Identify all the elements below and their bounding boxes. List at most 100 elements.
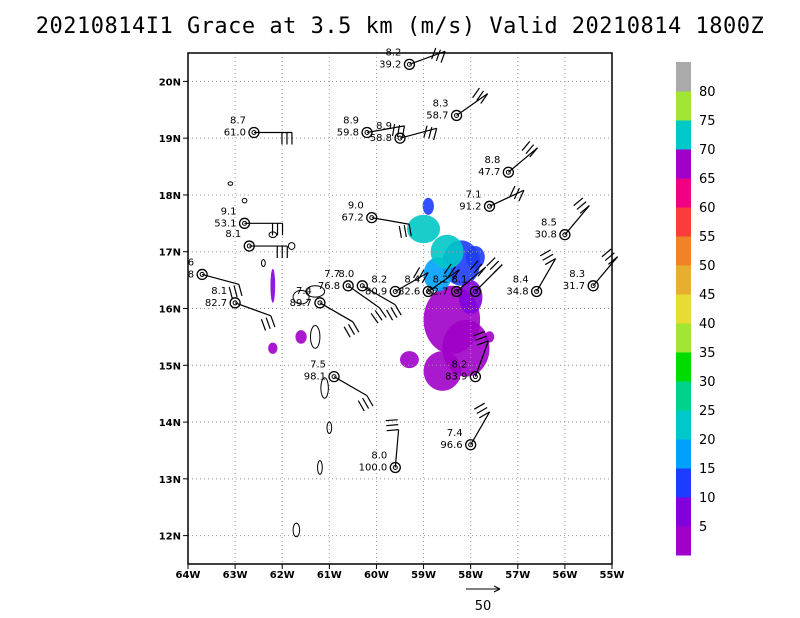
wind-barb-feather (423, 125, 428, 138)
colorbar-swatch (676, 265, 691, 295)
wind-barb-feather (579, 205, 590, 214)
station-label-top: 8.3 (433, 98, 449, 109)
chart-title: 20210814I1 Grace at 3.5 km (m/s) Valid 2… (35, 14, 765, 39)
wind-blob (295, 330, 307, 344)
station-label-top: 9.1 (221, 206, 237, 217)
station-ring (403, 58, 416, 71)
colorbar-label: 10 (699, 491, 716, 506)
wind-barb-feather (513, 187, 520, 200)
wind-barb-feather (370, 312, 379, 324)
x-tick-label: 55W (600, 570, 625, 581)
station-ring (465, 439, 477, 451)
colorbar-swatch (676, 381, 691, 411)
wind-blob (423, 351, 462, 391)
station-label-top: 8.4 (404, 274, 420, 285)
wind-barb-feather (228, 286, 233, 299)
wind-barb-feather (525, 144, 535, 155)
wind-barb-feather (391, 124, 396, 137)
colorbar-label: 25 (699, 404, 716, 419)
station-label-bottom: 58.7 (426, 110, 448, 121)
wind-barb-feather (518, 189, 525, 202)
colorbar-swatch (676, 497, 691, 527)
wind-barb-shaft (474, 340, 489, 377)
colorbar-label: 55 (699, 230, 716, 245)
station-ring (366, 212, 378, 224)
station-label-top: 8.9 (376, 121, 392, 132)
station-label-top: 8.1 (225, 229, 241, 240)
coastlines (227, 181, 333, 538)
station-label-bottom: 82.7 (205, 298, 227, 309)
x-tick-label: 58W (458, 570, 483, 581)
station-label-bottom: 31.7 (563, 281, 585, 292)
wind-barb-feather (529, 147, 538, 158)
wind-barb-feather (386, 309, 394, 321)
reference-vector: 50 (466, 585, 501, 614)
colorbar-swatch (676, 149, 691, 179)
colorbar: 5 10 15 20 25 30 35 40 45 50 55 60 65 70 75 80 (676, 62, 716, 556)
x-tick-label: 59W (411, 570, 436, 581)
station-ring (559, 229, 571, 241)
station-plot: 7.489.7 (290, 286, 360, 338)
colorbar-swatch (676, 526, 691, 556)
colorbar-swatch (676, 410, 691, 440)
wind-barb-feather (475, 335, 487, 341)
wind-blob (484, 331, 495, 343)
island-coastline (309, 325, 321, 349)
station-label-bottom: 83.9 (445, 372, 467, 383)
station-plot: 7.776.8 (318, 269, 387, 324)
station-plot: 8.847.7 (478, 140, 538, 178)
station-label-bottom: 82.6 (398, 286, 420, 297)
wind-barb-feather (366, 395, 374, 407)
wind-barb-feather (390, 306, 398, 318)
station-label-bottom: 76.8 (318, 281, 340, 292)
wind-barb-shaft (489, 189, 525, 207)
station-ring (450, 285, 463, 298)
wind-barb-feather (447, 266, 456, 277)
y-tick-label: 20N (159, 77, 181, 88)
y-tick-label: 19N (159, 134, 181, 145)
island-coastline (287, 242, 296, 250)
wind-barb-shaft (366, 125, 405, 134)
station-ring (483, 200, 496, 212)
y-tick-label: 12N (159, 532, 181, 543)
y-tick-label: 16N (159, 305, 181, 316)
wind-barb-feather (401, 125, 406, 138)
station-plot: 7.191.2 (459, 185, 525, 212)
wind-barb-shaft (536, 258, 557, 292)
wind-barb-feather (521, 140, 531, 151)
station-label-bottom: 80.9 (365, 286, 387, 297)
colorbar-swatch (676, 352, 691, 382)
station-marker (505, 169, 511, 175)
colorbar-label: 40 (699, 317, 716, 332)
station-plot: 8.1 (451, 257, 503, 298)
station-plot: 8.434.8 (506, 249, 557, 298)
wind-barb-feather (357, 400, 365, 412)
colorbar-label: 60 (699, 201, 716, 216)
wind-barb-feather (489, 260, 500, 270)
station-marker (487, 203, 493, 209)
station-label-top: 7.1 (466, 189, 482, 200)
station-ring (361, 126, 373, 139)
station-marker (562, 232, 568, 238)
x-tick-label: 62W (270, 570, 295, 581)
station-plot: 8.239.2 (379, 47, 446, 71)
wind-blob (430, 234, 464, 269)
wind-barb-shaft (507, 147, 538, 173)
station-ring (530, 285, 543, 298)
wind-barb-feather (378, 307, 387, 318)
wind-barb-feather (428, 126, 433, 139)
wind-barb-feather (347, 324, 356, 336)
station-ring (587, 280, 599, 292)
station-ring (394, 132, 406, 144)
station-label-bottom: 53.1 (214, 218, 236, 229)
wind-barb-shaft (201, 273, 239, 285)
station-label-bottom: 59.8 (337, 127, 359, 138)
wind-barb-feather (576, 201, 587, 210)
station-plots: 8.239.28.358.78.761.08.959.88.958.88.847… (188, 47, 619, 473)
station-marker (454, 288, 460, 294)
wind-barb-feather (509, 185, 516, 198)
station-marker (359, 283, 365, 289)
wind-barb-feather (480, 93, 489, 104)
wind-blob (465, 246, 485, 269)
